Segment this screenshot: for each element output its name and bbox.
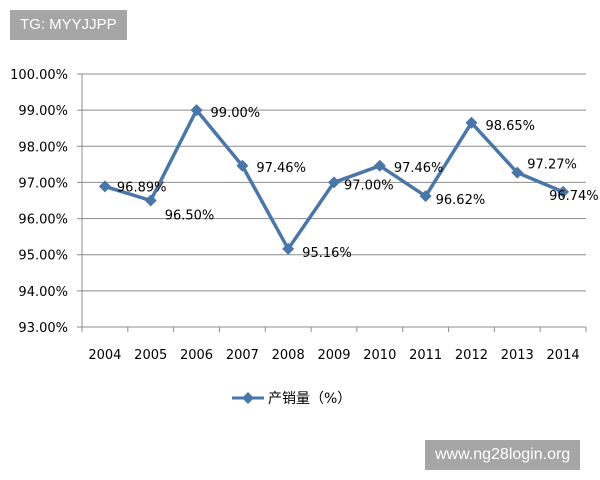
data-label: 96.74% bbox=[549, 189, 599, 204]
y-tick-label: 95.00% bbox=[18, 249, 68, 264]
data-point-marker bbox=[511, 166, 524, 179]
x-tick-label: 2005 bbox=[134, 348, 167, 363]
legend-label: 产销量（%） bbox=[268, 391, 351, 407]
data-point-marker bbox=[282, 242, 295, 255]
x-tick-label: 2004 bbox=[88, 348, 121, 363]
x-tick-label: 2012 bbox=[455, 348, 488, 363]
data-point-marker bbox=[98, 180, 111, 193]
data-label: 97.46% bbox=[256, 161, 306, 176]
y-tick-label: 93.00% bbox=[18, 321, 68, 336]
data-point-marker bbox=[373, 159, 386, 172]
data-label: 99.00% bbox=[211, 106, 261, 121]
legend-marker bbox=[242, 392, 254, 404]
data-label: 96.62% bbox=[436, 193, 486, 208]
x-tick-label: 2009 bbox=[317, 348, 350, 363]
data-point-marker bbox=[236, 159, 249, 172]
data-label: 98.65% bbox=[485, 119, 535, 134]
data-point-marker bbox=[465, 116, 478, 129]
x-tick-label: 2013 bbox=[501, 348, 534, 363]
y-tick-label: 96.00% bbox=[18, 213, 68, 228]
x-tick-label: 2010 bbox=[363, 348, 396, 363]
y-tick-label: 94.00% bbox=[18, 285, 68, 300]
x-tick-label: 2011 bbox=[409, 348, 442, 363]
data-label: 96.89% bbox=[117, 180, 167, 195]
y-tick-label: 97.00% bbox=[18, 176, 68, 191]
x-tick-label: 2008 bbox=[272, 348, 305, 363]
data-point-marker bbox=[419, 190, 432, 203]
y-tick-label: 98.00% bbox=[18, 140, 68, 155]
data-point-marker bbox=[328, 176, 340, 189]
data-label: 97.46% bbox=[394, 161, 444, 176]
data-label: 97.27% bbox=[527, 158, 577, 173]
data-label: 97.00% bbox=[344, 178, 394, 193]
watermark-top-left: TG: MYYJJPP bbox=[10, 10, 127, 40]
data-point-marker bbox=[190, 104, 203, 117]
y-tick-label: 99.00% bbox=[18, 104, 68, 119]
data-label: 95.16% bbox=[302, 246, 352, 261]
x-tick-label: 2006 bbox=[180, 348, 213, 363]
watermark-bottom-right: www.ng28login.org bbox=[425, 440, 581, 470]
data-label: 96.50% bbox=[165, 209, 215, 224]
x-tick-label: 2014 bbox=[547, 348, 580, 363]
data-point-marker bbox=[557, 185, 570, 198]
data-point-marker bbox=[144, 194, 157, 207]
x-tick-label: 2007 bbox=[226, 348, 259, 363]
y-tick-label: 100.00% bbox=[10, 68, 68, 83]
